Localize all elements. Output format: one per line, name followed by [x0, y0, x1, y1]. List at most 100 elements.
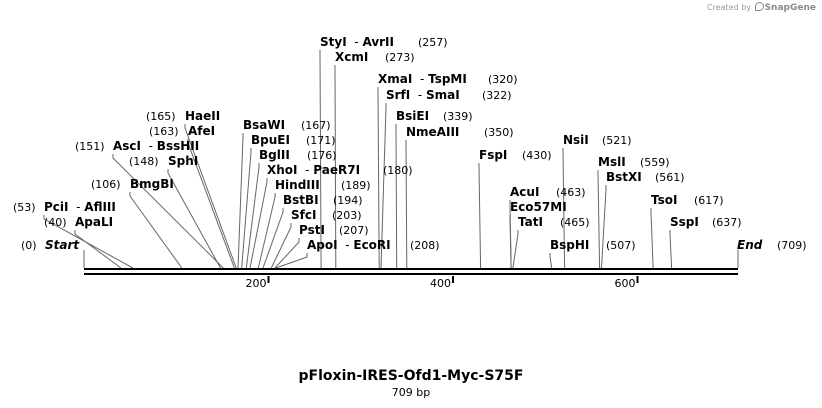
name-separator: - [412, 72, 428, 86]
site-label-hindiii[interactable]: HindIII [275, 178, 320, 192]
site-position-sfci: (203) [332, 209, 362, 222]
enzyme-name: BstBI [283, 193, 319, 207]
site-label-acui[interactable]: AcuI [510, 185, 539, 199]
site-lead-bstxi [601, 185, 607, 269]
start-position: (0) [21, 239, 37, 252]
site-label-pcii-afliii[interactable]: PciI - AflIII [44, 200, 116, 214]
enzyme-name: StyI [320, 35, 347, 49]
site-lead-xhoi-paer7i [249, 178, 268, 269]
site-label-apoi-ecori[interactable]: ApoI - EcoRI [307, 238, 391, 252]
site-lead-bsphi [549, 253, 553, 269]
site-lead-nmeaiii [405, 140, 408, 269]
site-lead-bsiei [395, 124, 398, 269]
site-label-nsii[interactable]: NsiI [563, 133, 589, 147]
enzyme-name: TatI [518, 215, 543, 229]
enzyme-name: AscI [113, 139, 141, 153]
site-lead-sspi [669, 230, 673, 269]
enzyme-name: AvrII [362, 35, 394, 49]
site-lead-hindiii [257, 193, 276, 269]
enzyme-name: SspI [670, 215, 699, 229]
site-label-sfci[interactable]: SfcI [291, 208, 316, 222]
map-title: pFloxin-IRES-Ofd1-Myc-S75F [298, 368, 524, 384]
name-separator: - [338, 238, 354, 252]
site-label-eco57mi[interactable]: Eco57MI [510, 200, 567, 214]
enzyme-name: BstXI [606, 170, 642, 184]
site-label-apali[interactable]: ApaLI [75, 215, 113, 229]
enzyme-name: TspMI [428, 72, 467, 86]
enzyme-name: BsaWI [243, 118, 285, 132]
site-label-haeii[interactable]: HaeII [185, 109, 220, 123]
site-label-psti[interactable]: PstI [299, 223, 325, 237]
site-label-bglii[interactable]: BglII [259, 148, 290, 162]
site-label-tsoi[interactable]: TsoI [651, 193, 677, 207]
site-lead-apali [74, 230, 122, 269]
site-label-bpuei[interactable]: BpuEI [251, 133, 290, 147]
site-label-asci-bsshii[interactable]: AscI - BssHII [113, 139, 199, 153]
site-label-tati[interactable]: TatI [518, 215, 543, 229]
site-label-nmeaiii[interactable]: NmeAIII [406, 125, 459, 139]
enzyme-name: PstI [299, 223, 325, 237]
site-position-bpuei: (171) [306, 134, 336, 147]
enzyme-name: SfcI [291, 208, 316, 222]
site-position-xhoi-paer7i: (180) [383, 164, 413, 177]
site-label-sspi[interactable]: SspI [670, 215, 699, 229]
site-label-fspi[interactable]: FspI [479, 148, 507, 162]
enzyme-name: BspHI [550, 238, 589, 252]
site-label-xcmi[interactable]: XcmI [335, 50, 368, 64]
site-label-bstbi[interactable]: BstBI [283, 193, 319, 207]
site-position-nmeaiii: (350) [484, 126, 514, 139]
site-position-bsiei: (339) [443, 110, 473, 123]
credit-brand: SnapGene [764, 3, 816, 13]
site-label-bsiei[interactable]: BsiEI [396, 109, 429, 123]
site-label-xhoi-paer7i[interactable]: XhoI - PaeR7I [267, 163, 360, 177]
name-separator: - [141, 139, 157, 153]
site-position-bstxi: (561) [655, 171, 685, 184]
axis-ticks: 200 400 600 [246, 276, 639, 290]
site-lead-afei [187, 139, 235, 269]
snapgene-logo-icon [754, 2, 764, 11]
site-label-bstxi[interactable]: BstXI [606, 170, 642, 184]
site-position-nsii: (521) [602, 134, 632, 147]
enzyme-name: SrfI [386, 88, 410, 102]
site-lead-sphi [167, 169, 221, 269]
enzyme-name: BmgBI [130, 177, 174, 191]
site-lead-psti [274, 238, 300, 269]
site-label-xmai-tspmi[interactable]: XmaI - TspMI [378, 72, 467, 86]
enzyme-name: PciI [44, 200, 69, 214]
site-label-styi-avrii[interactable]: StyI - AvrII [320, 35, 394, 49]
enzyme-name: XcmI [335, 50, 368, 64]
site-position-msli: (559) [640, 156, 670, 169]
site-lead-xmai-tspmi [377, 87, 380, 269]
site-position-haeii: (165) [146, 110, 176, 123]
end-position: (709) [777, 239, 807, 252]
site-label-bsawi[interactable]: BsaWI [243, 118, 285, 132]
enzyme-name: NsiI [563, 133, 589, 147]
site-label-sphi[interactable]: SphI [168, 154, 198, 168]
site-label-bmgbi[interactable]: BmgBI [130, 177, 174, 191]
snapgene-credit: Created by SnapGene [707, 2, 816, 13]
site-label-bsphi[interactable]: BspHI [550, 238, 589, 252]
site-lead-msli [597, 170, 601, 269]
name-separator: - [347, 35, 363, 49]
enzyme-name: BpuEI [251, 133, 290, 147]
enzyme-name: SmaI [426, 88, 460, 102]
enzyme-name: ApaLI [75, 215, 113, 229]
site-label-afei[interactable]: AfeI [188, 124, 215, 138]
enzyme-name: NmeAIII [406, 125, 459, 139]
site-label-msli[interactable]: MslI [598, 155, 626, 169]
site-position-sphi: (148) [129, 155, 159, 168]
site-lead-tati [512, 230, 519, 269]
site-position-hindiii: (189) [341, 179, 371, 192]
site-position-acui: (463) [556, 186, 586, 199]
site-lead-eco57mi [509, 215, 512, 269]
site-lead-xcmi [334, 65, 337, 269]
enzyme-name: BglII [259, 148, 290, 162]
axis-tick-label: 200 [246, 277, 267, 290]
name-separator: - [69, 200, 85, 214]
site-lead-haeii [184, 124, 237, 269]
site-position-tati: (465) [560, 216, 590, 229]
site-label-srfi-smai[interactable]: SrfI - SmaI [386, 88, 460, 102]
site-lead-asci-bsshii [112, 154, 224, 269]
enzyme-name: XmaI [378, 72, 412, 86]
